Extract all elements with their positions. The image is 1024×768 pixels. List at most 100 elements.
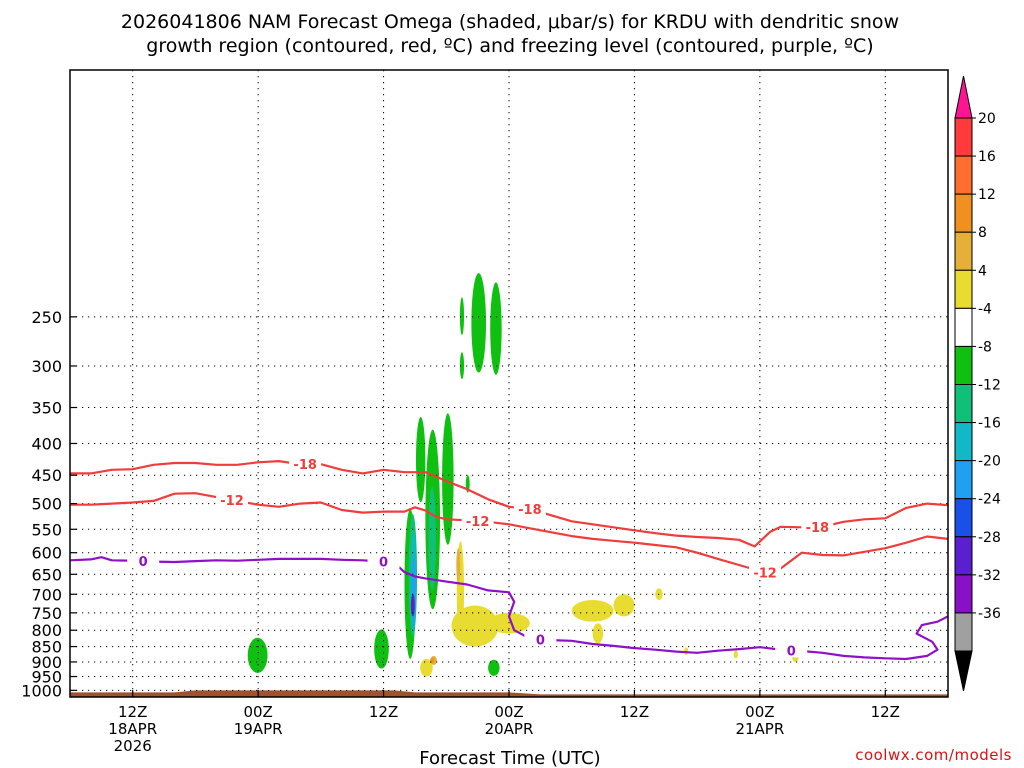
x-tick-label: 00Z (243, 703, 272, 721)
y-tick-label: 750 (31, 604, 62, 623)
x-tick-label: 12Z (871, 703, 900, 721)
dgz-upper-label-bg (289, 457, 322, 472)
colorbar-swatch (954, 498, 973, 538)
y-tick-label: 600 (31, 544, 62, 563)
dgz-lower-label: -12 (466, 515, 490, 530)
freezing-level-label-bg (775, 643, 808, 658)
omega-ascent (410, 594, 415, 617)
grid-layer (70, 70, 948, 697)
x-tick-label: 00Z (745, 703, 774, 721)
colorbar-label: 4 (978, 263, 987, 279)
x-tick-label: 2026 (114, 737, 152, 755)
colorbar-label: -8 (978, 339, 992, 355)
freezing-level-label-bg (367, 554, 400, 569)
y-tick-label: 800 (31, 621, 62, 640)
colorbar-bottom-triangle (954, 650, 973, 692)
omega-descent (488, 612, 530, 634)
colorbar-top-triangle (954, 75, 973, 119)
colorbar-label: -20 (978, 454, 1001, 470)
colorbar-label: -32 (978, 568, 1001, 584)
dgz-lower-label-bg (216, 492, 249, 507)
x-tick-label: 00Z (494, 703, 523, 721)
colorbar-swatch (954, 422, 973, 462)
y-tick-label: 300 (31, 357, 62, 376)
dgz-upper-label: -18 (518, 503, 542, 518)
colorbar-swatch (954, 193, 973, 233)
dgz-upper-line (70, 460, 949, 548)
colorbar-swatch (954, 612, 973, 652)
colorbar-label: -16 (978, 416, 1001, 432)
x-tick-label: 12Z (118, 703, 147, 721)
y-tick-label: 250 (31, 308, 62, 327)
chart-title-line1: 2026041806 NAM Forecast Omega (shaded, μ… (121, 11, 899, 33)
omega-descent (456, 548, 461, 583)
freezing-level-label: 0 (536, 633, 545, 648)
y-tick-label: 850 (31, 638, 62, 657)
freezing-level-label: 0 (787, 644, 796, 659)
y-tick-label: 900 (31, 653, 62, 672)
y-tick-label: 700 (31, 585, 62, 604)
credit-text: coolwx.com/models (855, 746, 1012, 764)
colorbar-swatch (954, 345, 973, 385)
colorbar-label: 8 (978, 225, 987, 241)
y-tick-label: 950 (31, 668, 62, 687)
colorbar-label: -28 (978, 530, 1001, 546)
omega-shading-layer (247, 273, 800, 677)
colorbar-swatch (954, 574, 973, 614)
y-tick-label: 400 (31, 434, 62, 453)
x-tick-label: 12Z (620, 703, 649, 721)
dgz-upper-label: -18 (293, 458, 317, 473)
colorbar-swatch (954, 117, 973, 157)
chart-title-line2: growth region (contoured, red, ºC) and f… (146, 35, 873, 57)
x-axis-label: Forecast Time (UTC) (419, 748, 600, 768)
omega-descent (733, 650, 738, 659)
omega-ascent (415, 416, 426, 503)
dgz-upper-label: -18 (806, 521, 830, 536)
dgz-upper-label-bg (513, 501, 546, 516)
colorbar: 20 16 12 8 4 -4 -8 -12 -16 -20 -24 -28 -32 -36 (954, 75, 1001, 692)
freezing-level-label-bg (524, 632, 557, 647)
colorbar-swatch (954, 231, 973, 271)
x-tick-label: 12Z (369, 703, 398, 721)
x-tick-label: 19APR (234, 720, 283, 738)
y-tick-label: 450 (31, 466, 62, 485)
omega-ascent (442, 413, 454, 545)
freezing-level-line (69, 556, 949, 661)
omega-ascent (459, 352, 465, 380)
colorbar-label: -24 (978, 492, 1001, 508)
dgz-lower-label-bg (749, 565, 782, 580)
omega-ascent (459, 297, 465, 336)
colorbar-label: -4 (978, 301, 992, 317)
omega-descent (613, 594, 635, 617)
colorbar-label: 12 (978, 187, 996, 203)
y-tick-label: 550 (31, 520, 62, 539)
colorbar-label: -36 (978, 606, 1001, 622)
omega-ascent (471, 273, 487, 373)
dgz-lower-label: -12 (220, 494, 244, 509)
x-tick-label: 18APR (108, 720, 157, 738)
dgz-upper-label-bg (801, 519, 834, 534)
colorbar-swatch (954, 536, 973, 576)
colorbar-swatch (954, 460, 973, 500)
omega-ascent (247, 637, 268, 673)
colorbar-swatch (954, 269, 973, 309)
plot-frame (69, 69, 949, 698)
omega-descent (420, 658, 433, 677)
omega-ascent (428, 486, 436, 591)
y-tick-label: 1000 (21, 681, 62, 700)
omega-descent (571, 599, 614, 622)
omega-ascent (488, 659, 500, 676)
colorbar-swatch (954, 307, 973, 347)
omega-ascent (374, 629, 389, 669)
x-tick-label: 20APR (485, 720, 534, 738)
freezing-level-label: 0 (379, 556, 388, 571)
colorbar-swatch (954, 155, 973, 195)
omega-descent (451, 605, 499, 647)
omega-ascent (411, 557, 416, 627)
dgz-lower-label: -12 (753, 567, 777, 582)
y-tick-label: 350 (31, 399, 62, 418)
y-tick-label: 500 (31, 495, 62, 514)
x-tick-label: 21APR (735, 720, 784, 738)
